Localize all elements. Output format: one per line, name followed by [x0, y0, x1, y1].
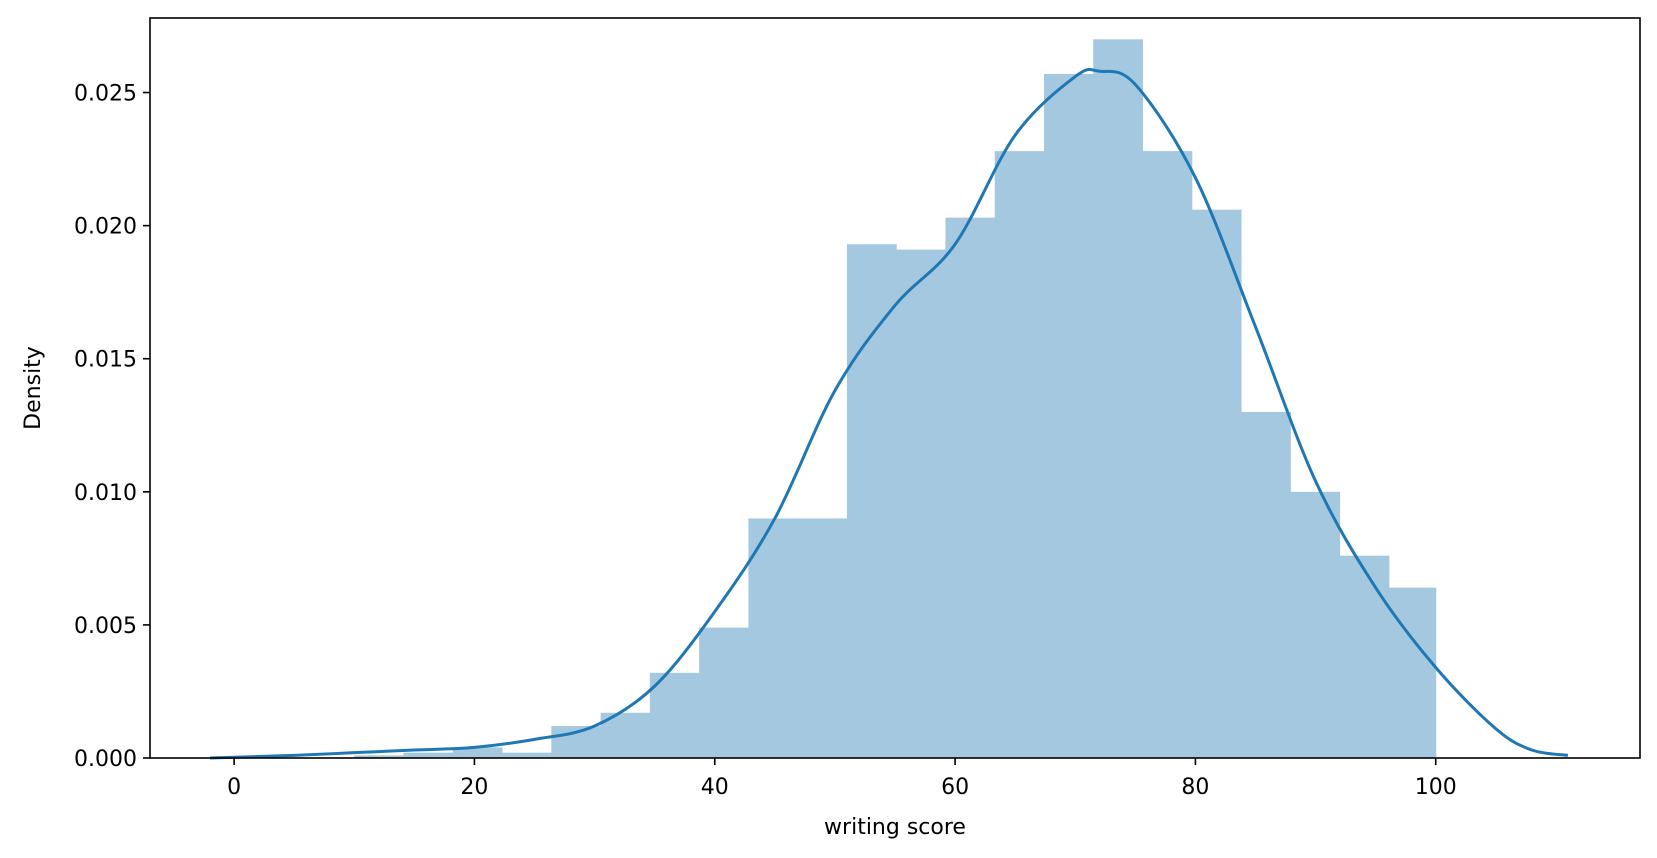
x-tick-label: 20 [460, 775, 488, 800]
histogram-bar [502, 752, 552, 758]
histogram-bar [896, 249, 946, 758]
histogram-bar [1044, 73, 1094, 758]
histogram-bar [1241, 411, 1291, 758]
x-tick-label: 80 [1181, 775, 1209, 800]
y-tick-label: 0.010 [74, 481, 137, 506]
x-axis-ticks: 0 20 40 60 80 100 [227, 758, 1457, 800]
histogram-bar [846, 244, 897, 759]
y-axis-ticks: 0.000 0.005 0.010 0.015 0.020 0.025 [74, 82, 150, 772]
histogram-bar [403, 752, 454, 758]
plot-area-frame [149, 17, 1641, 759]
histogram-bar [994, 151, 1045, 759]
y-tick-label: 0.015 [74, 348, 137, 373]
x-tick-label: 40 [701, 775, 729, 800]
histogram-bar [797, 518, 848, 758]
histogram-bar [1290, 491, 1341, 758]
x-axis-label: writing score [824, 815, 966, 840]
histogram-bar [699, 627, 749, 758]
y-tick-label: 0.020 [74, 215, 137, 240]
y-axis-label: Density [21, 346, 46, 430]
histogram-bar [748, 518, 799, 758]
histogram-bar [452, 747, 503, 758]
histogram-bar [649, 672, 700, 758]
histogram-bars [354, 39, 1437, 759]
histogram-bar [1142, 151, 1193, 759]
histogram-bar [1388, 587, 1437, 758]
kde-density-curve [210, 67, 1569, 760]
histogram-bar [354, 755, 405, 758]
histogram-bar [945, 217, 996, 759]
histogram-bar [1339, 555, 1390, 758]
histogram-bar [1093, 39, 1144, 758]
x-tick-label: 60 [941, 775, 969, 800]
x-tick-label: 100 [1415, 775, 1457, 800]
y-tick-label: 0.025 [74, 82, 137, 107]
y-tick-label: 0.005 [74, 614, 137, 639]
x-tick-label: 0 [227, 775, 241, 800]
histogram-bar [1191, 209, 1242, 759]
y-tick-label: 0.000 [74, 747, 137, 772]
